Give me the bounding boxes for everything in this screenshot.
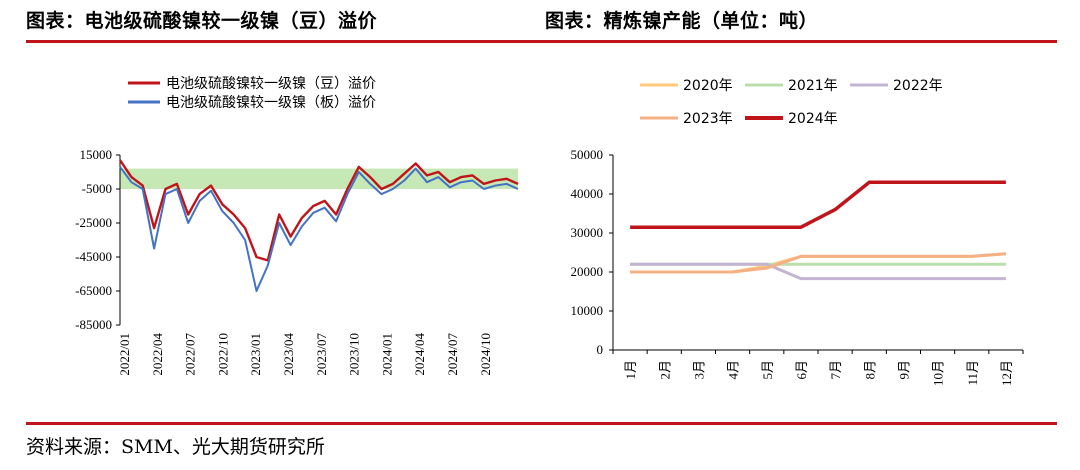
- source-note: 资料来源：SMM、光大期货研究所: [26, 436, 325, 458]
- left-x-tick-label: 2024/04: [412, 333, 427, 376]
- right-y-tick-label: 10000: [571, 303, 604, 318]
- left-series-line-1: [119, 159, 519, 262]
- left-chart-title: 图表：电池级硫酸镍较一级镍（豆）溢价: [26, 10, 378, 32]
- left-y-tick-label: -5000: [82, 181, 112, 196]
- right-x-tick-label: 3月: [691, 360, 706, 380]
- left-y-tick-label: -25000: [75, 215, 112, 230]
- right-x-tick-label: 6月: [794, 360, 809, 380]
- right-legend-label-5: 2024年: [788, 111, 838, 127]
- left-x-tick-label: 2023/04: [281, 333, 296, 376]
- right-legend-label-2: 2021年: [788, 78, 838, 94]
- right-x-tick-label: 9月: [896, 360, 911, 380]
- left-y-tick-label: -85000: [75, 317, 112, 332]
- right-series-line-3: [630, 262, 1006, 281]
- right-x-tick-label: 2月: [657, 360, 672, 380]
- premium-band: [120, 168, 518, 189]
- right-y-tick-label: 20000: [571, 264, 604, 279]
- top-divider: [26, 40, 1057, 43]
- left-legend-label-1: 电池级硫酸镍较一级镍（豆）溢价: [166, 76, 376, 92]
- right-x-tick-label: 5月: [760, 360, 775, 380]
- left-x-tick-label: 2024/10: [478, 333, 493, 376]
- right-legend-label-1: 2020年: [683, 78, 733, 94]
- right-legend-label-3: 2022年: [893, 78, 943, 94]
- left-y-tick-label: 15000: [80, 147, 113, 162]
- right-series-line-5: [630, 180, 1006, 229]
- right-chart-title: 图表：精炼镍产能（单位：吨）: [545, 10, 819, 32]
- right-legend-label-4: 2023年: [683, 111, 733, 127]
- right-x-tick-label: 8月: [862, 360, 877, 380]
- right-x-tick-label: 10月: [931, 360, 946, 386]
- bottom-divider: [26, 422, 1057, 425]
- right-y-tick-label: 0: [597, 342, 604, 357]
- right-y-tick-label: 40000: [571, 186, 604, 201]
- right-y-tick-label: 30000: [571, 225, 604, 240]
- right-y-tick-label: 50000: [571, 147, 604, 162]
- right-x-tick-label: 11月: [965, 360, 980, 386]
- left-x-tick-label: 2024/07: [445, 333, 460, 376]
- left-x-tick-label: 2023/01: [248, 333, 263, 376]
- left-legend-label-2: 电池级硫酸镍较一级镍（板）溢价: [166, 95, 376, 111]
- right-x-tick-label: 7月: [828, 360, 843, 380]
- left-x-tick-label: 2022/01: [117, 333, 132, 376]
- left-y-tick-label: -45000: [75, 249, 112, 264]
- right-x-tick-label: 4月: [726, 360, 741, 380]
- left-y-tick-label: -65000: [75, 283, 112, 298]
- left-x-tick-label: 2024/01: [379, 333, 394, 376]
- left-x-tick-label: 2022/07: [183, 333, 198, 376]
- left-x-tick-label: 2022/04: [150, 333, 165, 376]
- left-x-tick-label: 2022/10: [215, 333, 230, 376]
- right-x-tick-label: 1月: [623, 360, 638, 380]
- left-series-line-2: [119, 166, 519, 292]
- right-x-tick-label: 12月: [999, 360, 1014, 386]
- right-series-line-4: [630, 252, 1007, 274]
- left-x-tick-label: 2023/10: [347, 333, 362, 376]
- left-x-tick-label: 2023/07: [314, 333, 329, 376]
